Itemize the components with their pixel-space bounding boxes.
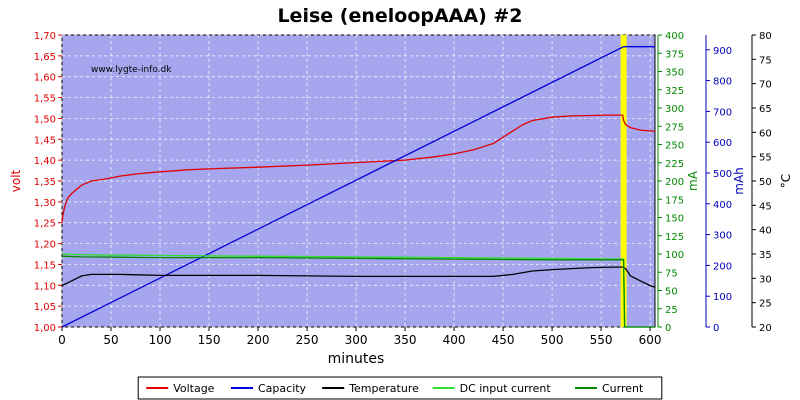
volt-tick-label: 1,00: [34, 323, 56, 334]
mah-tick-label: 600: [713, 138, 732, 149]
x-tick-label: 100: [149, 333, 172, 347]
legend-label: Current: [602, 382, 644, 395]
volt-tick-label: 1,65: [34, 52, 56, 63]
y-axis-label-ma: mA: [686, 170, 700, 191]
end-marker: [620, 35, 627, 327]
celsius-tick-label: 45: [759, 201, 772, 212]
celsius-tick-label: 60: [759, 128, 772, 139]
volt-tick-label: 1,10: [34, 281, 56, 292]
mah-tick-label: 0: [713, 323, 719, 334]
x-tick-label: 600: [639, 333, 662, 347]
ma-tick-label: 125: [665, 232, 684, 243]
x-axis-label: minutes: [328, 351, 385, 367]
celsius-tick-label: 20: [759, 323, 772, 334]
x-tick-label: 400: [443, 333, 466, 347]
mah-tick-label: 200: [713, 261, 732, 272]
ma-tick-label: 150: [665, 214, 684, 225]
ma-tick-label: 275: [665, 122, 684, 133]
x-tick-label: 450: [492, 333, 515, 347]
y-axis-label-volt: volt: [9, 169, 23, 192]
x-tick-label: 250: [296, 333, 319, 347]
x-tick-label: 550: [590, 333, 613, 347]
series-line-current: [61, 255, 655, 328]
ma-tick-label: 100: [665, 250, 684, 261]
celsius-tick-label: 70: [759, 80, 772, 91]
x-tick-label: 50: [103, 333, 118, 347]
volt-tick-label: 1,30: [34, 198, 56, 209]
watermark: www.lygte-info.dk: [91, 65, 172, 75]
ma-tick-label: 325: [665, 86, 684, 97]
ma-tick-label: 400: [665, 31, 684, 42]
chart-title: Leise (eneloopAAA) #2: [277, 5, 522, 27]
ma-tick-label: 0: [665, 323, 671, 334]
volt-tick-label: 1,70: [34, 31, 56, 42]
volt-tick-label: 1,60: [34, 73, 56, 84]
mah-tick-label: 400: [713, 200, 732, 211]
mah-tick-label: 900: [713, 46, 732, 57]
mah-tick-label: 300: [713, 231, 732, 242]
grid: [61, 34, 655, 328]
volt-tick-label: 1,15: [34, 260, 56, 271]
ma-tick-label: 300: [665, 104, 684, 115]
ma-tick-label: 375: [665, 49, 684, 60]
ma-tick-label: 250: [665, 141, 684, 152]
celsius-tick-label: 75: [759, 55, 772, 66]
mah-tick-label: 800: [713, 77, 732, 88]
volt-tick-label: 1,20: [34, 240, 56, 251]
celsius-tick-label: 30: [759, 274, 772, 285]
x-tick-label: 200: [247, 333, 270, 347]
ma-tick-label: 50: [665, 287, 678, 298]
celsius-tick-label: 55: [759, 153, 772, 164]
celsius-tick-label: 65: [759, 104, 772, 115]
legend-label: Voltage: [173, 382, 214, 395]
ma-tick-label: 175: [665, 195, 684, 206]
mah-tick-label: 700: [713, 107, 732, 118]
legend-box: [137, 376, 663, 400]
volt-tick-label: 1,35: [34, 177, 56, 188]
x-tick-label: 500: [541, 333, 564, 347]
celsius-tick-label: 35: [759, 250, 772, 261]
mah-tick-label: 500: [713, 169, 732, 180]
y-axis-label-mah: mAh: [732, 167, 746, 195]
x-tick-label: 150: [198, 333, 221, 347]
series-lines: [61, 46, 656, 328]
ma-tick-label: 225: [665, 159, 684, 170]
series-line-temperature: [61, 266, 656, 288]
celsius-tick-label: 25: [759, 299, 772, 310]
series-line-voltage: [61, 114, 656, 223]
volt-tick-label: 1,25: [34, 219, 56, 230]
ma-tick-label: 75: [665, 268, 678, 279]
y-axis-label-celsius: °C: [779, 174, 793, 188]
legend-label: Capacity: [258, 382, 307, 395]
axes: 0 50 100 150 200 250 300 350 400 450 500 550 6001,00…: [34, 31, 772, 347]
ma-tick-label: 350: [665, 68, 684, 79]
celsius-tick-label: 50: [759, 177, 772, 188]
mah-tick-label: 100: [713, 292, 732, 303]
volt-tick-label: 1,45: [34, 135, 56, 146]
ma-tick-label: 200: [665, 177, 684, 188]
celsius-tick-label: 80: [759, 31, 772, 42]
legend-label: Temperature: [348, 382, 419, 395]
volt-tick-label: 1,50: [34, 114, 56, 125]
legend-label: DC input current: [460, 382, 552, 395]
volt-tick-label: 1,40: [34, 156, 56, 167]
volt-tick-label: 1,55: [34, 94, 56, 105]
x-tick-label: 0: [58, 333, 66, 347]
volt-tick-label: 1,05: [34, 302, 56, 313]
legend: Voltage Capacity Temperature DC input curre…: [137, 376, 663, 400]
ma-tick-label: 25: [665, 305, 678, 316]
x-tick-label: 350: [394, 333, 417, 347]
celsius-tick-label: 40: [759, 226, 772, 237]
x-tick-label: 300: [345, 333, 368, 347]
series-line-capacity: [61, 46, 655, 328]
